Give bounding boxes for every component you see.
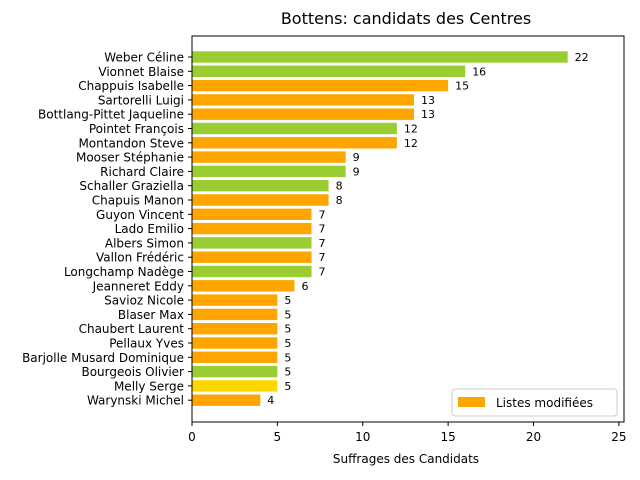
- bar-value-label: 9: [353, 165, 360, 178]
- bar: [192, 222, 312, 235]
- bar-value-label: 7: [319, 251, 326, 264]
- bar: [192, 180, 329, 192]
- bar: [192, 51, 568, 63]
- bar: [192, 337, 278, 349]
- plot-frame: [191, 35, 625, 423]
- bar-value-label: 7: [319, 266, 326, 279]
- bar-value-label: 5: [284, 351, 291, 364]
- legend-label: Listes modifiées: [496, 396, 593, 410]
- y-tick-label: Albers Simon: [105, 236, 184, 250]
- bar: [192, 265, 312, 278]
- bar: [192, 365, 278, 378]
- y-tick-label: Warynski Michel: [87, 394, 184, 408]
- bar-value-label: 8: [336, 180, 343, 193]
- x-tick-label: 5: [274, 430, 282, 444]
- bar-value-label: 7: [319, 223, 326, 236]
- bar: [192, 380, 278, 392]
- bar: [192, 151, 346, 163]
- y-tick-label: Vionnet Blaise: [98, 65, 184, 79]
- legend-swatch: [458, 397, 485, 407]
- y-tick-label: Melly Serge: [114, 379, 184, 393]
- y-tick-label: Bottlang-Pittet Jaqueline: [38, 108, 184, 122]
- bar: [192, 280, 295, 292]
- y-tick-label: Weber Céline: [104, 51, 184, 65]
- y-tick-label: Guyon Vincent: [96, 208, 184, 222]
- y-tick-label: Mooser Stéphanie: [76, 151, 184, 165]
- y-tick-label: Bourgeois Olivier: [81, 365, 184, 379]
- bar: [192, 165, 346, 178]
- y-tick-label: Sartorelli Luigi: [98, 93, 184, 107]
- bar-value-label: 5: [284, 380, 291, 393]
- bar-value-label: 5: [284, 337, 291, 350]
- bar: [192, 79, 449, 92]
- y-tick-label: Lado Emilio: [115, 222, 184, 236]
- bar-value-label: 9: [353, 151, 360, 164]
- y-tick-label: Savioz Nicole: [104, 294, 184, 308]
- legend-box: [451, 388, 618, 417]
- x-tick-label: 15: [440, 430, 455, 444]
- bar-value-label: 4: [267, 394, 274, 407]
- bar: [192, 351, 278, 363]
- bar-value-label: 16: [472, 65, 486, 78]
- y-tick-label: Longchamp Nadège: [64, 265, 184, 279]
- bar-value-label: 7: [319, 208, 326, 221]
- bar: [192, 108, 414, 120]
- y-tick-label: Chapuis Manon: [92, 194, 184, 208]
- bar: [192, 323, 278, 335]
- bar: [192, 137, 397, 149]
- bar-value-label: 5: [284, 323, 291, 336]
- y-tick-label: Jeanneret Eddy: [92, 279, 184, 293]
- x-tick-label: 0: [188, 430, 196, 444]
- x-tick-label: 20: [526, 430, 541, 444]
- bar: [192, 194, 329, 206]
- bar: [192, 94, 414, 106]
- x-tick-label: 10: [355, 430, 370, 444]
- y-tick-label: Schaller Graziella: [79, 179, 184, 193]
- y-tick-label: Chappuis Isabelle: [78, 79, 184, 93]
- y-tick-label: Montandon Steve: [78, 136, 184, 150]
- bar: [192, 251, 312, 263]
- legend: Listes modifiées: [451, 388, 618, 417]
- bar: [192, 237, 312, 249]
- y-tick-label: Pellaux Yves: [109, 337, 184, 351]
- bar-value-label: 7: [319, 237, 326, 250]
- bar-value-label: 13: [421, 94, 435, 107]
- x-tick-label: 25: [611, 430, 626, 444]
- bar: [192, 208, 312, 220]
- bar-value-label: 12: [404, 123, 418, 136]
- bar: [192, 294, 278, 306]
- y-tick-label: Chaubert Laurent: [79, 322, 185, 336]
- y-tick-label: Vallon Frédéric: [96, 251, 184, 265]
- chart-title: Bottens: candidats des Centres: [281, 9, 531, 28]
- bar-value-label: 5: [284, 308, 291, 321]
- bar-value-label: 22: [575, 51, 589, 64]
- y-tick-label: Richard Claire: [100, 165, 184, 179]
- bar-value-label: 13: [421, 108, 435, 121]
- bar-value-label: 8: [336, 194, 343, 207]
- y-tick-label: Blaser Max: [118, 308, 184, 322]
- bar-value-label: 12: [404, 137, 418, 150]
- bar: [192, 308, 278, 321]
- bar: [192, 122, 397, 135]
- bar: [192, 65, 466, 77]
- y-tick-label: Pointet François: [89, 122, 184, 136]
- bar-value-label: 5: [284, 294, 291, 307]
- bar: [192, 394, 261, 406]
- bar-value-label: 6: [301, 280, 308, 293]
- y-tick-label: Barjolle Musard Dominique: [22, 351, 184, 365]
- x-axis-label: Suffrages des Candidats: [333, 452, 479, 466]
- bar-value-label: 15: [455, 80, 469, 93]
- bar-value-label: 5: [284, 366, 291, 379]
